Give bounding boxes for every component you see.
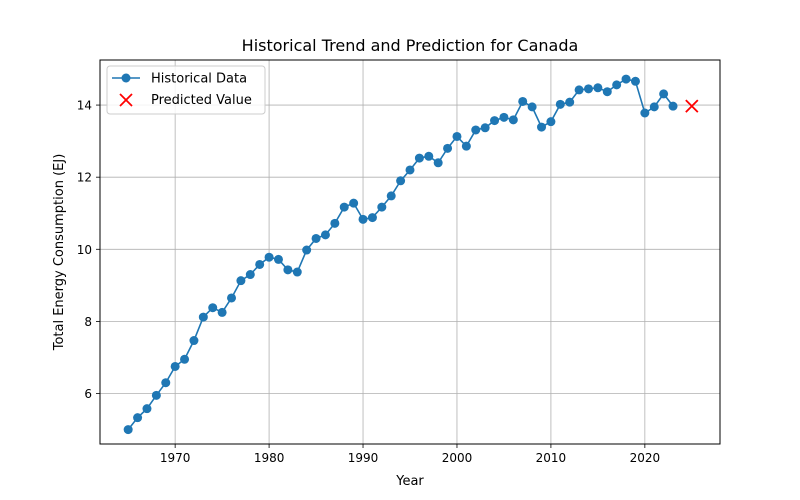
- historical-data-point: [273, 254, 283, 264]
- historical-data-point: [151, 390, 161, 400]
- historical-data-point: [649, 102, 659, 112]
- predicted-x-stroke: [685, 99, 699, 113]
- x-tick-label: 2020: [630, 451, 661, 465]
- x-tick-label: 1980: [254, 451, 285, 465]
- legend-x-marker-icon: [119, 93, 133, 107]
- historical-data-point: [208, 303, 218, 313]
- historical-data-point: [583, 84, 593, 94]
- historical-data-point: [198, 312, 208, 322]
- historical-data-point: [499, 112, 509, 122]
- x-tick-label: 1970: [160, 451, 191, 465]
- historical-data-point: [358, 214, 368, 224]
- historical-data-point: [593, 83, 603, 93]
- historical-data-point: [659, 89, 669, 99]
- historical-data-point: [133, 413, 143, 423]
- historical-data-point: [612, 80, 622, 90]
- historical-data-point: [621, 74, 631, 84]
- historical-data-point: [142, 404, 152, 414]
- historical-data-point: [480, 123, 490, 133]
- historical-data-point: [527, 102, 537, 112]
- historical-data-point: [668, 101, 678, 111]
- historical-data-point: [630, 76, 640, 86]
- historical-data-point: [452, 131, 462, 141]
- historical-data-point: [574, 85, 584, 95]
- historical-data-point: [217, 307, 227, 317]
- historical-data-point: [320, 230, 330, 240]
- historical-data-point: [170, 361, 180, 371]
- historical-data-point: [349, 198, 359, 208]
- legend-label-predicted: Predicted Value: [151, 93, 252, 108]
- historical-data-point: [405, 165, 415, 175]
- legend-circle-marker-icon: [121, 73, 131, 83]
- x-tick-label: 1990: [348, 451, 379, 465]
- x-tick-label: 2010: [536, 451, 567, 465]
- plot-frame: [99, 59, 721, 445]
- historical-data-point: [227, 293, 237, 303]
- historical-data-point: [546, 117, 556, 127]
- historical-data-point: [311, 233, 321, 243]
- historical-data-point: [640, 108, 650, 118]
- historical-data-point: [245, 270, 255, 280]
- historical-data-point: [161, 378, 171, 388]
- historical-data-point: [255, 259, 265, 269]
- historical-data-point: [414, 153, 424, 163]
- historical-data-point: [396, 176, 406, 186]
- historical-data-point: [565, 97, 575, 107]
- legend-label-historical: Historical Data: [151, 72, 247, 87]
- historical-data-point: [602, 87, 612, 97]
- y-tick-label: 12: [77, 171, 92, 185]
- historical-data-point: [443, 143, 453, 153]
- historical-data-point: [471, 125, 481, 135]
- historical-data-point: [386, 191, 396, 201]
- y-tick-label: 10: [77, 243, 92, 257]
- historical-data-point: [180, 354, 190, 364]
- y-tick-label: 6: [84, 387, 92, 401]
- historical-data-point: [302, 245, 312, 255]
- historical-data-point: [283, 265, 293, 275]
- chart-title: Historical Trend and Prediction for Cana…: [242, 36, 579, 55]
- historical-data-point: [292, 267, 302, 277]
- x-axis-label: Year: [395, 474, 424, 489]
- historical-data-point: [367, 213, 377, 223]
- historical-data-point: [377, 202, 387, 212]
- historical-data-point: [236, 276, 246, 286]
- historical-data-point: [424, 151, 434, 161]
- historical-data-point: [461, 141, 471, 151]
- historical-data-point: [508, 115, 518, 125]
- historical-data-point: [518, 96, 528, 106]
- historical-data-point: [264, 252, 274, 262]
- historical-data-point: [490, 116, 500, 126]
- historical-data-point: [123, 425, 133, 435]
- series-layer: [123, 74, 699, 435]
- historical-data-point: [555, 99, 565, 109]
- legend-box: [106, 65, 266, 115]
- historical-data-point: [189, 336, 199, 346]
- axes: 1970 1980 1990 2000 2010 2020 6 8 10 12 14: [77, 99, 660, 465]
- historical-data-point: [433, 158, 443, 168]
- y-tick-label: 8: [84, 315, 92, 329]
- historical-data-point: [330, 218, 340, 228]
- y-axis-label: Total Energy Consumption (EJ): [52, 154, 67, 352]
- y-tick-label: 14: [77, 99, 92, 113]
- historical-data-point: [339, 202, 349, 212]
- historical-data-point: [537, 122, 547, 132]
- x-tick-label: 2000: [442, 451, 473, 465]
- legend: Historical Data Predicted Value: [106, 65, 266, 115]
- predicted-value-marker: [685, 99, 699, 113]
